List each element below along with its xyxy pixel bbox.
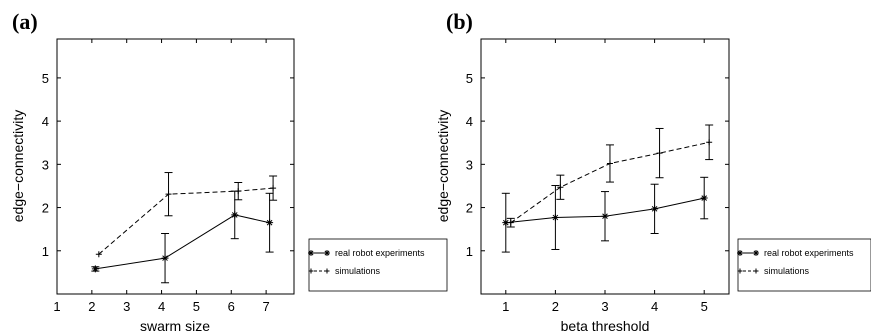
- panel-a-legend-label-real: real robot experiments: [335, 248, 425, 258]
- panel-b-series-sim-point: [706, 139, 713, 146]
- panel-b-series-sim-point: [557, 184, 564, 191]
- panel-b-x-tick-label: 2: [552, 299, 559, 314]
- panel-b-series-sim-point: [507, 219, 514, 226]
- panel-a-x-tick-label: 1: [53, 299, 60, 314]
- panel-b-legend-marker-sim: [753, 268, 759, 274]
- panel-b-y-tick-label: 3: [466, 157, 473, 172]
- panel-b-y-tick-label: 1: [466, 244, 473, 259]
- panel-b-ticks: 1 2 3 4 5 1 2 3 4 5: [466, 39, 729, 314]
- panel-a-y-tick-label: 5: [42, 71, 49, 86]
- panel-a-x-tick-label: 4: [158, 299, 165, 314]
- panel-b-x-tick-label: 3: [601, 299, 608, 314]
- panel-b-series-real-point: [651, 205, 659, 213]
- panel-b-label: (b): [446, 9, 473, 34]
- panel-b-series: [501, 124, 714, 253]
- panel-a-legend-marker-sim: [324, 268, 330, 274]
- panel-b-x-tick-label: 5: [701, 299, 708, 314]
- panel-a-series-sim-point: [95, 251, 102, 258]
- panel-a-x-tick-label: 6: [228, 299, 235, 314]
- panel-b-x-tick-label: 4: [651, 299, 658, 314]
- panel-b-x-tick-label: 1: [502, 299, 509, 314]
- panel-a-series-real-point: [161, 254, 169, 262]
- panel-b-series-real-point: [601, 212, 609, 220]
- panel-b-legend-marker-real: [737, 250, 743, 256]
- panel-a-y-tick-label: 2: [42, 201, 49, 216]
- panel-b-y-axis-label: edge−connectivity: [435, 110, 451, 222]
- panel-b-series-real-point: [700, 194, 708, 202]
- panel-b-y-tick-label: 5: [466, 71, 473, 86]
- panel-a-x-tick-label: 5: [193, 299, 200, 314]
- panel-b-axes-frame: [480, 38, 730, 295]
- panel-b-y-tick-label: 2: [466, 201, 473, 216]
- panel-a-y-tick-label: 1: [42, 244, 49, 259]
- panel-a-legend: real robot experiments simulations: [308, 238, 448, 292]
- panel-a-series: [91, 172, 278, 284]
- panel-b-legend-box: [737, 238, 871, 292]
- panel-a-legend-marker-sim: [308, 268, 314, 274]
- panel-b-series-real-point: [502, 219, 510, 227]
- panel-a-series-sim-point: [165, 191, 172, 198]
- panel-b-y-tick-label: 4: [466, 114, 473, 129]
- panel-a-series-sim-line: [98, 187, 274, 255]
- panel-a-y-axis-label: edge−connectivity: [10, 110, 26, 222]
- panel-a-x-tick-label: 7: [263, 299, 270, 314]
- panel-a-series-real-point: [91, 265, 99, 273]
- panel-a-x-tick-label: 2: [88, 299, 95, 314]
- panel-b-legend-marks: [737, 250, 759, 274]
- panel-a-x-axis-label: swarm size: [140, 318, 210, 334]
- panel-b-series-sim-point: [606, 160, 613, 167]
- panel-b-x-axis-label: beta threshold: [561, 318, 650, 334]
- panel-b-series-real-point: [551, 214, 559, 221]
- panel-a-legend-label-sim: simulations: [335, 266, 381, 276]
- panel-a-series-sim-point: [235, 188, 242, 195]
- panel-a-series-sim-point: [270, 185, 277, 192]
- panel-b-legend-label-real: real robot experiments: [764, 248, 854, 258]
- panel-a-legend-marks: [308, 250, 330, 274]
- panel-b-legend-marker-real: [753, 250, 759, 256]
- panel-a-series-real-line: [95, 214, 270, 270]
- panel-a-label: (a): [12, 9, 38, 34]
- panel-a-y-tick-label: 3: [42, 157, 49, 172]
- panel-a-y-tick-label: 4: [42, 114, 49, 129]
- panel-b-legend: real robot experiments simulations: [737, 238, 871, 292]
- panel-a-axes-frame: [56, 38, 295, 295]
- panel-a-series-real-point: [266, 219, 274, 227]
- panel-b-legend-marker-sim: [737, 268, 743, 274]
- panel-a-legend-marker-real: [308, 250, 314, 256]
- panel-b: (b) beta threshold edge−connectivity 1 2 3…: [435, 9, 871, 334]
- panel-a-legend-box: [308, 238, 448, 292]
- panel-a-legend-marker-real: [324, 250, 330, 256]
- panel-b-legend-label-sim: simulations: [764, 266, 810, 276]
- panel-b-series-sim-point: [656, 150, 663, 157]
- panel-a: (a) swarm size edge−connectivity 1 2 3 4 5 6 7…: [10, 9, 448, 334]
- panel-a-ticks: 1 2 3 4 5 6 7 1 2 3 4 5: [42, 39, 294, 314]
- panel-a-series-real-point: [231, 211, 239, 219]
- panel-a-x-tick-label: 3: [123, 299, 130, 314]
